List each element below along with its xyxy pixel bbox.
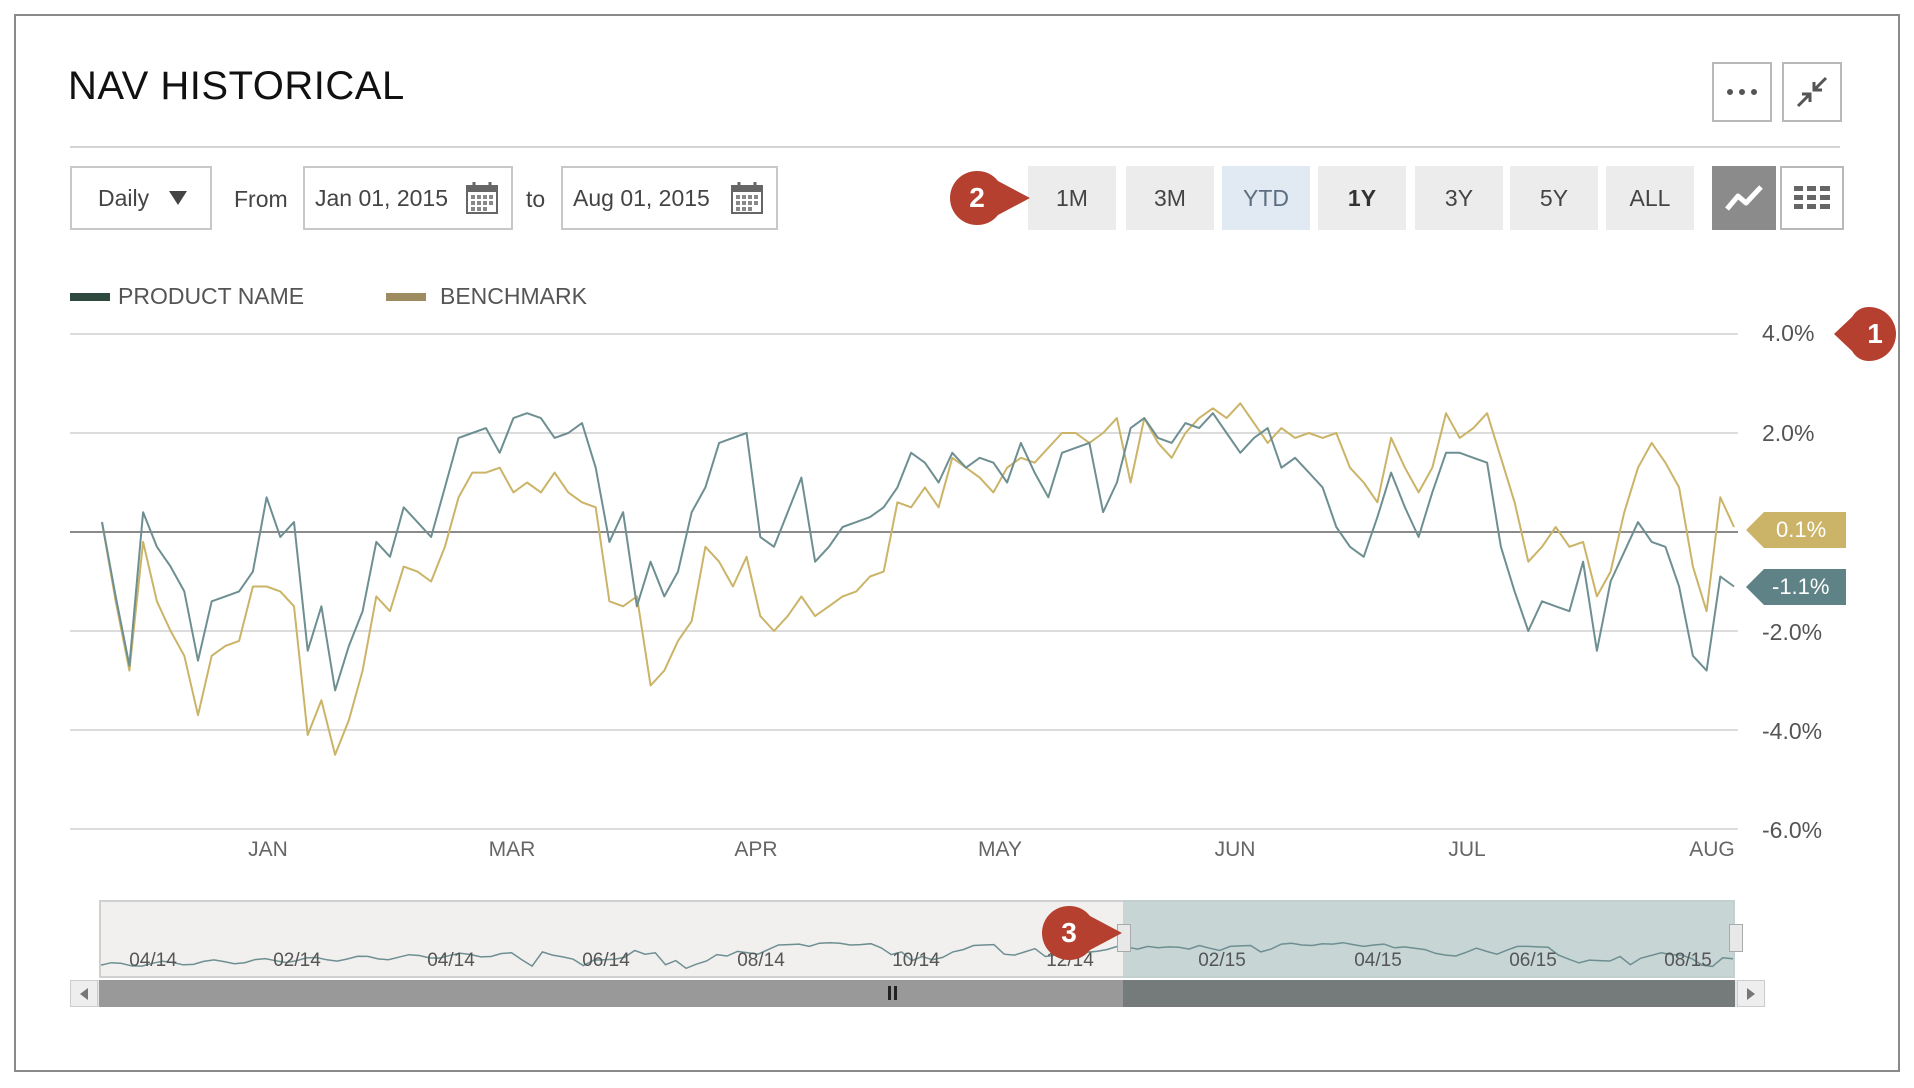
y-tick: -2.0% <box>1762 619 1823 645</box>
navigator-label: 04/14 <box>427 950 475 971</box>
to-date-input[interactable]: Aug 01, 2015 <box>561 166 778 230</box>
annotation-marker-2: 2 <box>950 171 1030 225</box>
legend-swatch <box>386 292 426 301</box>
legend-product[interactable]: PRODUCT NAME <box>70 283 304 310</box>
ellipsis-icon <box>1727 89 1757 95</box>
more-options-button[interactable] <box>1712 62 1772 122</box>
navigator-selection[interactable] <box>1123 900 1735 978</box>
table-view-button[interactable] <box>1780 166 1844 230</box>
frequency-value: Daily <box>98 184 150 211</box>
annotation-number: 2 <box>969 182 985 213</box>
benchmark-series-line <box>101 402 1735 756</box>
range-all-button[interactable]: ALL <box>1606 166 1694 230</box>
range-3y-button[interactable]: 3Y <box>1415 166 1503 230</box>
range-1y-button[interactable]: 1Y <box>1318 166 1406 230</box>
legend-label: PRODUCT NAME <box>118 283 305 309</box>
x-tick: JAN <box>248 838 288 861</box>
y-tick: 2.0% <box>1762 420 1815 446</box>
line-view-button[interactable] <box>1712 166 1776 230</box>
range-3m-button[interactable]: 3M <box>1126 166 1214 230</box>
grid-icon <box>1794 186 1830 209</box>
navigator-left-handle[interactable] <box>1117 924 1131 952</box>
navigator-label: 04/14 <box>129 950 177 971</box>
annotation-number: 1 <box>1867 318 1883 349</box>
chevron-down-icon <box>169 191 188 205</box>
legend-label: BENCHMARK <box>440 283 587 309</box>
range-5y-button[interactable]: 5Y <box>1510 166 1598 230</box>
y-tick: 4.0% <box>1762 320 1815 346</box>
frequency-dropdown[interactable]: Daily <box>70 166 212 230</box>
navigator-label: 06/15 <box>1509 950 1557 971</box>
navigator-label: 02/14 <box>273 950 321 971</box>
from-label: From <box>234 186 288 212</box>
collapse-button[interactable] <box>1782 62 1842 122</box>
to-label: to <box>526 186 546 212</box>
annotation-marker-1: 1 <box>1834 307 1896 361</box>
x-tick: JUN <box>1214 838 1256 861</box>
product-series-line <box>101 412 1735 692</box>
navigator-right-handle[interactable] <box>1729 924 1743 952</box>
product-value: -1.1% <box>1772 574 1830 599</box>
calendar-icon[interactable] <box>730 181 764 215</box>
scrollbar-left-fill <box>99 980 1123 1007</box>
from-date-value: Jan 01, 2015 <box>315 184 449 211</box>
range-ytd-button[interactable]: YTD <box>1222 166 1310 230</box>
legend-swatch <box>70 292 110 301</box>
y-tick: -4.0% <box>1762 718 1823 744</box>
benchmark-value-tag: 0.1% <box>1746 512 1846 548</box>
scroll-right-button[interactable] <box>1737 980 1765 1007</box>
x-tick: MAR <box>488 838 536 861</box>
from-date-input[interactable]: Jan 01, 2015 <box>303 166 513 230</box>
annotation-number: 3 <box>1061 917 1077 948</box>
scroll-right-icon <box>1747 987 1755 1000</box>
line-chart-icon <box>1725 185 1763 211</box>
calendar-icon[interactable] <box>465 181 499 215</box>
x-tick: AUG <box>1689 838 1735 861</box>
scroll-left-button[interactable] <box>70 980 98 1007</box>
benchmark-value: 0.1% <box>1776 517 1827 542</box>
scrollbar-thumb[interactable] <box>1123 980 1735 1007</box>
x-tick: APR <box>734 838 778 861</box>
scrollbar-grip-icon[interactable] <box>888 986 898 1000</box>
page-title: NAV HISTORICAL <box>68 64 405 108</box>
to-date-value: Aug 01, 2015 <box>573 184 710 211</box>
navigator-label: 08/15 <box>1664 950 1712 971</box>
y-tick: -6.0% <box>1762 817 1823 843</box>
x-tick: JUL <box>1448 838 1486 861</box>
range-1m-button[interactable]: 1M <box>1028 166 1116 230</box>
navigator-label: 10/14 <box>892 950 940 971</box>
x-tick: MAY <box>978 838 1022 861</box>
navigator-label: 06/14 <box>582 950 630 971</box>
navigator-label: 02/15 <box>1198 950 1246 971</box>
navigator-series-line <box>100 941 1734 970</box>
legend-benchmark[interactable]: BENCHMARK <box>386 283 587 310</box>
navigator-label: 04/15 <box>1354 950 1402 971</box>
scroll-left-icon <box>80 987 88 1000</box>
navigator-label: 08/14 <box>737 950 785 971</box>
annotation-marker-3: 3 <box>1042 906 1122 960</box>
collapse-arrows-icon <box>1796 76 1828 108</box>
product-value-tag: -1.1% <box>1746 569 1846 605</box>
header-divider <box>70 146 1840 148</box>
